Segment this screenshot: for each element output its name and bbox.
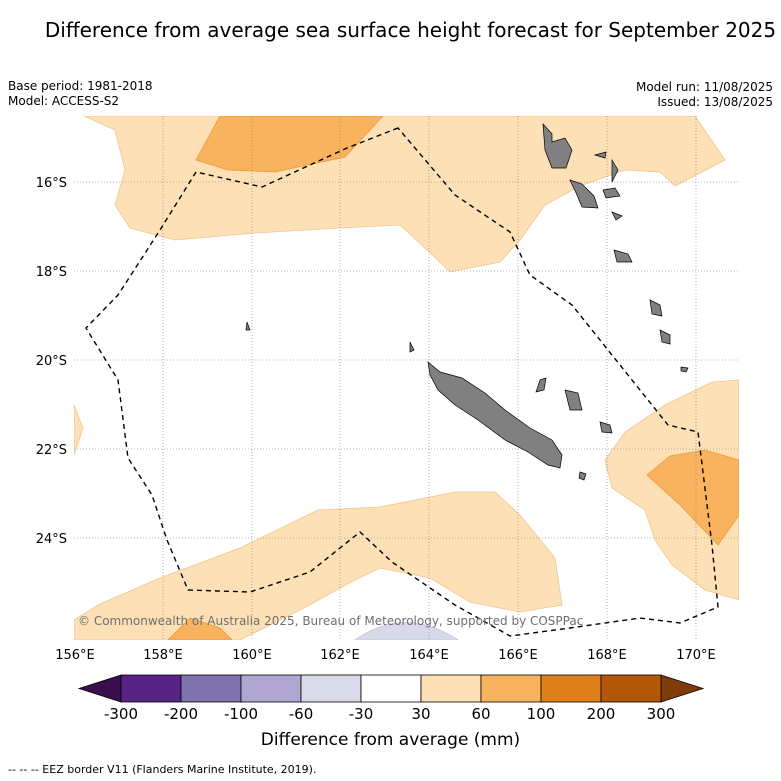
malakula-island	[569, 179, 599, 209]
model-run-text: Model run: 11/08/2025	[635, 80, 773, 94]
colorbar-tick-label: -200	[164, 705, 198, 723]
colorbar-segment	[480, 674, 542, 703]
colorbar-tick-label: -300	[104, 705, 138, 723]
colorbar-segment	[540, 674, 602, 703]
colorbar-segment	[600, 674, 662, 703]
y-axis-labels: 16°S 18°S 20°S 22°S 24°S	[36, 176, 67, 547]
ouvea-island	[535, 377, 547, 393]
base-period-text: Base period: 1981-2018	[8, 79, 153, 93]
banks-islet	[593, 151, 607, 159]
colorbar-tick-label: 300	[647, 705, 676, 723]
issued-text: Issued: 13/08/2025	[657, 95, 773, 109]
lat-label: 16°S	[36, 176, 67, 191]
efate-island	[602, 187, 621, 199]
anomaly-region-60-100-south	[167, 617, 233, 640]
erromango-island	[613, 249, 633, 263]
lon-label: 170°E	[676, 648, 716, 663]
colorbar-segment	[360, 674, 422, 703]
colorbar-segment	[420, 674, 482, 703]
copyright-text: © Commonwealth of Australia 2025, Bureau…	[78, 614, 584, 628]
belep-islet	[409, 341, 415, 353]
colorbar-tick-label: 200	[587, 705, 616, 723]
eez-border	[85, 127, 719, 637]
small-islet-1	[578, 471, 587, 481]
mare-island	[599, 421, 613, 434]
colorbar-tick-label: -100	[224, 705, 258, 723]
map-area	[74, 116, 739, 640]
fiji-islet-2	[659, 329, 671, 345]
lon-label: 156°E	[55, 648, 95, 663]
lat-label: 20°S	[36, 354, 67, 369]
colorbar-segment	[180, 674, 242, 703]
lon-label: 166°E	[498, 648, 538, 663]
colorbar-extend-low	[77, 674, 122, 703]
colorbar-tick-label: 60	[471, 705, 490, 723]
anomaly-region-negative	[354, 622, 459, 640]
pentecost-islet	[611, 158, 619, 183]
colorbar-extend-high	[660, 674, 705, 703]
lat-label: 18°S	[36, 265, 67, 280]
colorbar-segment	[240, 674, 302, 703]
lon-label: 168°E	[587, 648, 627, 663]
espiritu-santo-island	[542, 123, 573, 169]
gridlines	[74, 116, 739, 640]
anomaly-region-60-100-east	[646, 449, 739, 546]
colorbar-tick-label: -30	[349, 705, 374, 723]
anomaly-region-60-100-north	[195, 116, 384, 173]
colorbar-label: Difference from average (mm)	[260, 730, 521, 750]
colorbar-segment	[300, 674, 362, 703]
fiji-islet-1	[649, 299, 663, 317]
lon-label: 164°E	[409, 648, 449, 663]
new-caledonia-island	[427, 361, 563, 469]
anomaly-region-30-60-west	[74, 404, 84, 456]
colorbar-tick-label: 100	[527, 705, 556, 723]
colorbar: -300 -200 -100 -60 -30 30 60 100 200 300	[77, 674, 705, 723]
land-masses	[245, 123, 689, 481]
lifou-island	[564, 389, 583, 411]
meta-right: Model run: 11/08/2025 Issued: 13/08/2025	[636, 80, 773, 110]
model-text: Model: ACCESS-S2	[8, 94, 120, 108]
colorbar-tick-label: 30	[411, 705, 430, 723]
lon-label: 162°E	[320, 648, 360, 663]
colorbar-tick-label: -60	[289, 705, 314, 723]
lon-label: 160°E	[232, 648, 272, 663]
x-axis-labels: 156°E 158°E 160°E 162°E 164°E 166°E 168°…	[55, 648, 716, 663]
small-islet-3	[611, 211, 623, 221]
chesterfield-islet	[245, 321, 251, 331]
lon-label: 158°E	[143, 648, 183, 663]
meta-left: Base period: 1981-2018 Model: ACCESS-S2	[8, 79, 153, 109]
lat-label: 24°S	[36, 532, 67, 547]
footnote-text: -- -- -- EEZ border V11 (Flanders Marine…	[8, 763, 317, 776]
colorbar-segment	[120, 674, 182, 703]
chart-title: Difference from average sea surface heig…	[44, 18, 777, 42]
small-islet-2	[680, 366, 689, 373]
lat-label: 22°S	[36, 443, 67, 458]
